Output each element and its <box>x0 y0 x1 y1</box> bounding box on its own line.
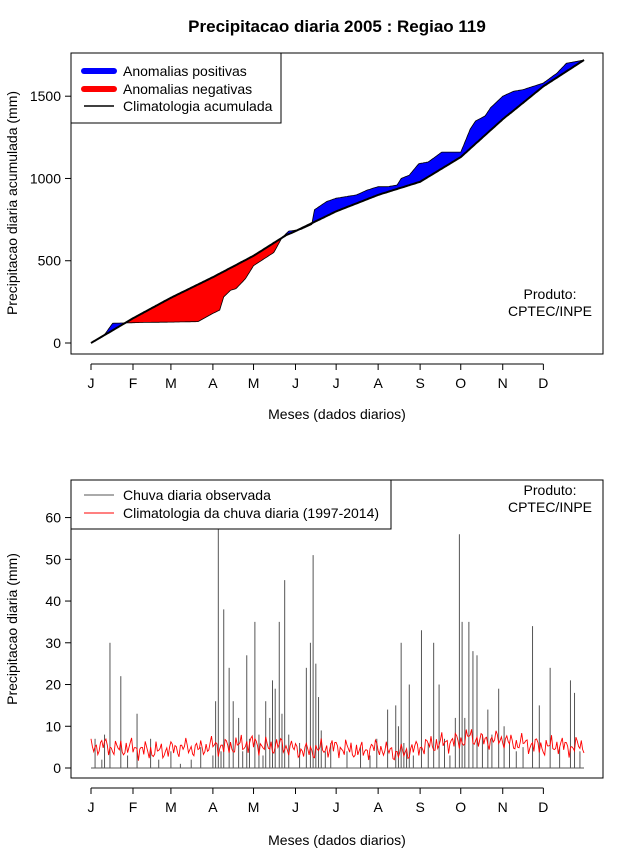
climatology-daily-series <box>90 729 585 761</box>
y-tick-label: 10 <box>45 718 61 734</box>
x-tick-label: J <box>333 799 340 815</box>
x-tick-label: J <box>292 375 299 391</box>
climatology-daily-line <box>90 729 585 761</box>
positive-anomaly-area <box>311 60 584 225</box>
y-tick-label: 60 <box>45 510 61 526</box>
y-tick-label: 20 <box>45 677 61 693</box>
top-legend: Anomalias positivas Anomalias negativas … <box>70 52 282 124</box>
y-tick-label: 0 <box>53 760 61 776</box>
top-x-axis-label: Meses (dados diarios) <box>268 406 406 422</box>
bottom-legend-box <box>70 479 392 530</box>
x-tick-label: N <box>498 375 508 391</box>
x-tick-label: O <box>455 375 466 391</box>
bottom-annotation-cptec: CPTEC/INPE <box>508 499 592 515</box>
cumulative-precipitation-chart: Precipitacao diaria 2005 : Regiao 119 0 5… <box>4 17 604 422</box>
x-tick-label: D <box>538 375 548 391</box>
x-tick-label: A <box>373 799 383 815</box>
x-tick-label: O <box>455 799 466 815</box>
x-tick-label: M <box>248 799 260 815</box>
x-tick-label: A <box>373 375 383 391</box>
cumulative-lines <box>90 59 585 344</box>
bottom-legend: Chuva diaria observada Climatologia da c… <box>70 479 392 530</box>
legend-label-observed: Chuva diaria observada <box>123 487 271 503</box>
chart-title: Precipitacao diaria 2005 : Regiao 119 <box>188 17 486 36</box>
bottom-annotation-produto: Produto: <box>524 482 577 498</box>
bottom-y-axis: 0 10 20 30 40 50 60 <box>45 510 72 776</box>
x-tick-label: M <box>248 375 260 391</box>
x-tick-label: N <box>498 799 508 815</box>
legend-label-negative: Anomalias negativas <box>123 81 252 97</box>
top-y-axis: 0 500 1000 1500 <box>30 88 72 351</box>
x-tick-label: J <box>88 375 95 391</box>
bottom-x-axis-label: Meses (dados diarios) <box>268 832 406 848</box>
x-tick-label: M <box>165 375 177 391</box>
x-tick-label: M <box>165 799 177 815</box>
x-tick-label: J <box>333 375 340 391</box>
y-tick-label: 0 <box>53 335 61 351</box>
legend-label-climatology: Climatologia acumulada <box>123 98 273 114</box>
top-annotation-produto: Produto: <box>524 286 577 302</box>
x-tick-label: F <box>129 375 138 391</box>
legend-label-climatology-daily: Climatologia da chuva diaria (1997-2014) <box>123 505 379 521</box>
bottom-y-axis-label: Precipitacao diaria (mm) <box>4 553 20 705</box>
climatology-cumulative-line <box>90 59 585 344</box>
y-tick-label: 30 <box>45 635 61 651</box>
top-y-axis-label: Precipitacao diaria acumulada (mm) <box>4 91 20 315</box>
x-tick-label: S <box>415 799 424 815</box>
x-tick-label: S <box>415 375 424 391</box>
y-tick-label: 500 <box>38 253 62 269</box>
observed-daily-rain <box>91 525 584 769</box>
daily-precipitation-chart: 0 10 20 30 40 50 60 J F M A M J J A S O N D Meses (dados … <box>4 479 604 848</box>
x-tick-label: A <box>208 375 218 391</box>
y-tick-label: 1000 <box>30 170 61 186</box>
x-tick-label: J <box>88 799 95 815</box>
y-tick-label: 40 <box>45 593 61 609</box>
y-tick-label: 1500 <box>30 88 61 104</box>
observed-cumulative-line <box>90 59 585 344</box>
legend-label-positive: Anomalias positivas <box>123 63 247 79</box>
y-tick-label: 50 <box>45 551 61 567</box>
x-tick-label: A <box>208 799 218 815</box>
x-tick-label: D <box>538 799 548 815</box>
top-annotation-cptec: CPTEC/INPE <box>508 303 592 319</box>
x-tick-label: F <box>129 799 138 815</box>
x-tick-label: J <box>292 799 299 815</box>
